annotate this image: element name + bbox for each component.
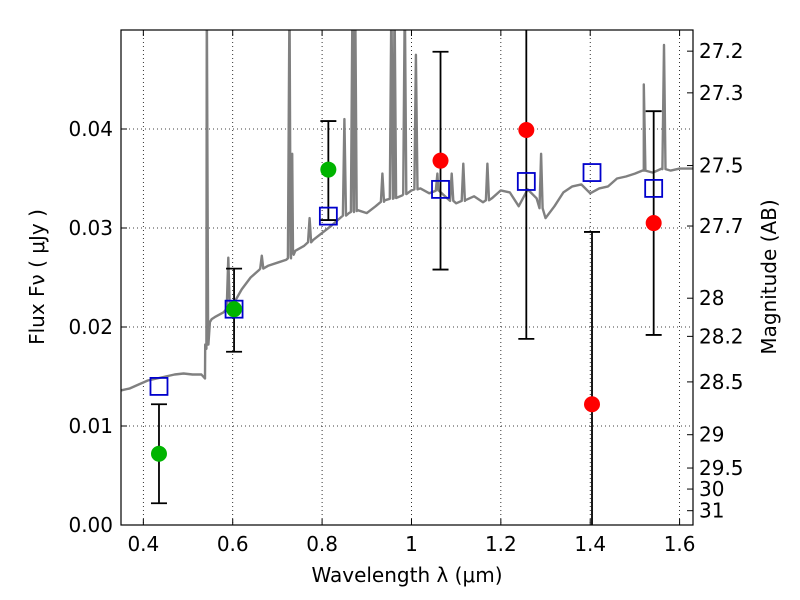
model-photometry-square — [224, 299, 244, 319]
observed-point-red — [645, 215, 662, 232]
magnitude-axis-label: Magnitude (AB) — [757, 199, 781, 354]
y-axis-ticks: 0.00 0.01 0.02 0.03 0.04 — [68, 117, 127, 537]
model-photometry-square — [644, 178, 664, 198]
magnitude-tick-label: 27.3 — [699, 81, 744, 105]
model-photometry-square — [149, 376, 169, 396]
observed-point-green — [226, 301, 243, 318]
x-axis-label: Wavelength λ (μm) — [311, 563, 502, 587]
observed-point-red — [432, 152, 449, 169]
y-tick-label: 0.02 — [68, 315, 113, 339]
magnitude-tick-label: 27.5 — [699, 154, 744, 178]
y-tick-label: 0.04 — [68, 117, 113, 141]
magnitude-tick-label: 31 — [699, 499, 724, 523]
y-tick-label: 0.03 — [68, 216, 113, 240]
x-tick-label: 0.4 — [127, 532, 159, 556]
observed-point-red — [584, 396, 601, 413]
magnitude-tick-label: 29.5 — [699, 456, 744, 480]
model-photometry-square — [318, 206, 338, 226]
magnitude-tick-label: 29 — [699, 423, 724, 447]
model-photometry-square — [516, 172, 536, 191]
y-axis-label: Flux Fν ( μJy ) — [25, 209, 49, 345]
x-tick-label: 0.8 — [306, 532, 338, 556]
plot-series — [121, 30, 693, 525]
magnitude-tick-label: 27.2 — [699, 39, 744, 63]
x-tick-label: 1 — [405, 532, 418, 556]
y-tick-label: 0.00 — [68, 513, 113, 537]
y-tick-label: 0.01 — [68, 414, 113, 438]
plot-frame — [120, 29, 694, 526]
observed-point-green — [320, 161, 337, 178]
magnitude-tick-label: 30 — [699, 477, 724, 501]
model-photometry-square — [582, 163, 602, 182]
magnitude-tick-label: 28.5 — [699, 370, 744, 394]
magnitude-tick-label: 28.2 — [699, 324, 744, 348]
magnitude-tick-label: 27.7 — [699, 214, 744, 238]
x-tick-label: 1.4 — [574, 532, 606, 556]
x-tick-label: 1.2 — [485, 532, 517, 556]
model-photometry-square — [431, 179, 450, 199]
observed-point-red — [518, 121, 535, 138]
observed-point-green — [150, 445, 167, 462]
x-tick-label: 1.6 — [664, 532, 696, 556]
x-tick-label: 0.6 — [217, 532, 249, 556]
magnitude-tick-label: 28 — [699, 286, 724, 310]
x-axis-ticks: 0.4 0.6 0.8 1 1.2 1.4 1.6 — [127, 30, 696, 556]
